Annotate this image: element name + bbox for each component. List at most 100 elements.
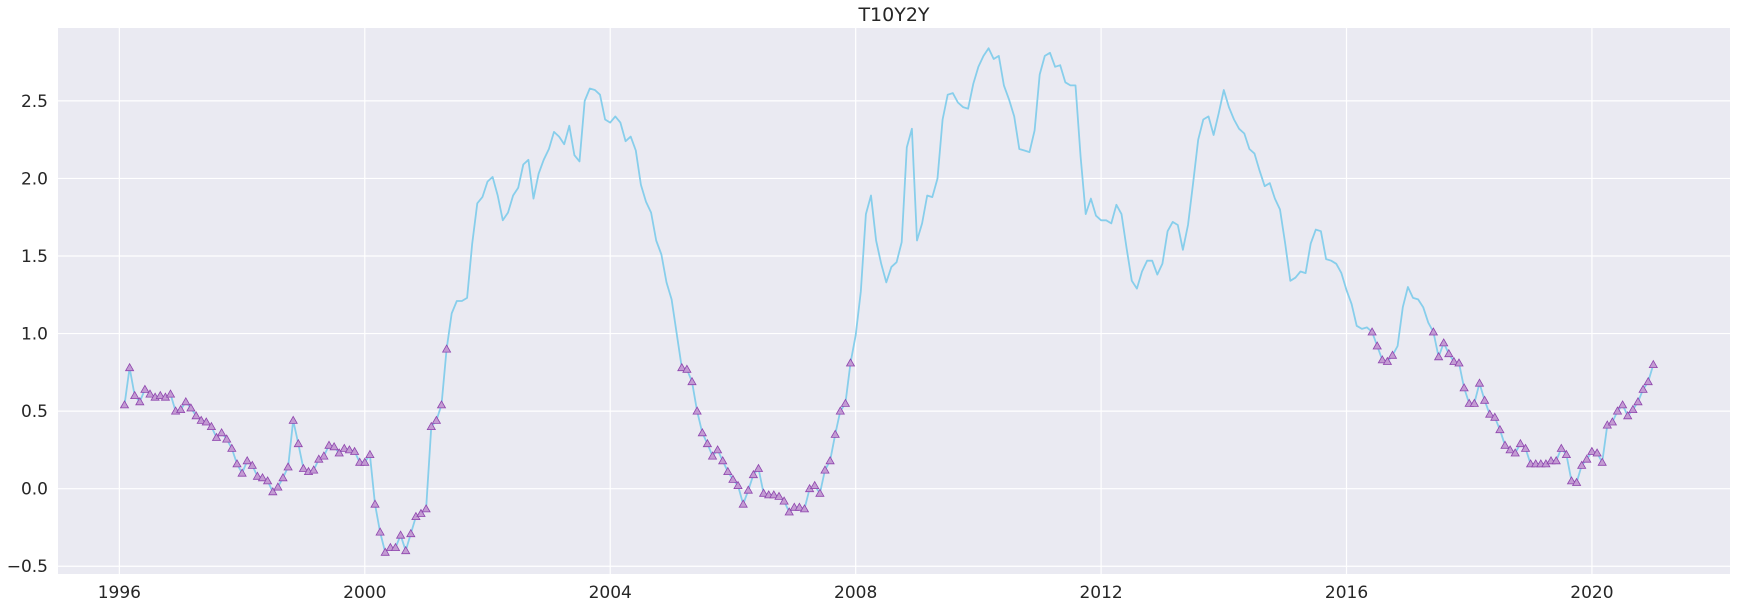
data-point-marker [1617, 400, 1628, 409]
data-point-marker [186, 403, 196, 412]
data-point-marker [360, 457, 370, 466]
data-point-marker [1459, 383, 1469, 392]
chart-title: T10Y2Y [857, 4, 929, 26]
data-point-marker [406, 528, 416, 538]
data-point-marker [365, 449, 375, 459]
y-tick-label: −0.5 [7, 557, 48, 577]
x-tick-label: 2004 [589, 583, 632, 603]
data-point-marker [769, 490, 779, 499]
x-tick-label: 2020 [1570, 583, 1613, 603]
data-point-marker [758, 488, 769, 497]
data-point-marker [1439, 338, 1449, 347]
data-point-marker [1648, 359, 1658, 369]
data-point-marker [1520, 443, 1531, 452]
data-point-marker [825, 455, 835, 465]
data-point-marker [1505, 445, 1515, 454]
data-point-marker [1500, 440, 1510, 449]
data-point-marker [728, 474, 738, 483]
data-point-marker [222, 434, 232, 443]
data-point-marker [840, 398, 851, 407]
data-point-marker [395, 530, 406, 539]
plot-background [58, 28, 1730, 574]
marker-group [119, 327, 1658, 556]
data-point-marker [718, 455, 728, 465]
data-point-marker [181, 396, 191, 406]
data-point-marker [1495, 424, 1505, 434]
y-tick-label: 2.5 [21, 92, 48, 112]
data-point-marker [324, 440, 334, 449]
data-point-marker [329, 441, 339, 451]
data-point-marker [119, 400, 130, 409]
data-point-marker [401, 545, 411, 555]
data-point-marker [1571, 477, 1582, 486]
data-point-marker [723, 466, 733, 476]
y-tick-label: 0.5 [21, 402, 48, 422]
data-point-marker [1592, 448, 1602, 457]
data-point-marker [733, 480, 743, 490]
data-point-marker [441, 344, 452, 353]
data-point-marker [298, 463, 309, 472]
data-point-marker [1633, 396, 1643, 406]
data-point-marker [830, 429, 840, 438]
series-line-group [123, 47, 1655, 554]
data-point-marker [227, 443, 237, 452]
data-point-marker [794, 502, 805, 511]
data-point-marker [319, 451, 329, 460]
y-tick-label: 1.5 [21, 247, 48, 267]
data-point-marker [242, 455, 252, 465]
data-point-marker [421, 504, 431, 513]
data-point-marker [1551, 455, 1561, 465]
data-point-marker [1582, 454, 1592, 463]
data-point-marker [130, 390, 140, 400]
data-point-marker [1377, 355, 1387, 364]
data-point-marker [135, 396, 145, 406]
data-point-marker [155, 390, 165, 400]
data-point-marker [390, 542, 401, 551]
data-point-marker [1444, 348, 1454, 358]
data-point-marker [344, 445, 355, 454]
data-point-marker [1577, 460, 1587, 469]
data-point-marker [1387, 350, 1398, 359]
data-point-marker [738, 499, 748, 508]
data-point-marker [799, 504, 810, 513]
data-point-marker [206, 421, 217, 431]
data-point-marker [380, 547, 390, 556]
data-point-marker [349, 446, 360, 455]
data-point-marker [293, 438, 303, 448]
data-point-marker [1433, 351, 1444, 361]
data-point-marker [262, 476, 273, 485]
data-point-marker [835, 406, 845, 415]
data-point-marker [1428, 327, 1439, 336]
data-point-marker [753, 463, 764, 472]
data-point-marker [1515, 438, 1526, 448]
x-tick-label: 2012 [1079, 583, 1122, 603]
data-point-marker [1623, 410, 1633, 420]
data-point-marker [165, 389, 176, 398]
data-point-marker [810, 480, 820, 490]
data-point-marker [1449, 356, 1459, 365]
y-tick-labels: −0.5 0.0 0.5 1.0 1.5 2.0 2.5 [7, 92, 48, 577]
data-point-marker [1485, 409, 1495, 418]
data-point-marker [375, 527, 385, 536]
data-point-marker [370, 499, 380, 508]
data-point-marker [124, 362, 135, 372]
data-point-marker [1490, 412, 1500, 421]
data-point-marker [774, 491, 784, 500]
data-point-marker [140, 384, 150, 393]
x-tick-label: 1996 [98, 583, 141, 603]
data-point-marker [252, 471, 263, 480]
data-point-marker [232, 459, 242, 468]
data-point-marker [1372, 341, 1382, 350]
data-point-marker [1612, 406, 1623, 415]
data-point-marker [273, 482, 283, 491]
data-point-marker [237, 468, 247, 477]
data-point-marker [257, 472, 268, 482]
x-tick-label: 2000 [343, 583, 386, 603]
data-point-marker [677, 362, 687, 372]
data-point-marker [436, 400, 447, 409]
data-point-marker [309, 465, 319, 474]
data-point-marker [1510, 448, 1520, 457]
data-point-marker [845, 358, 856, 367]
data-point-marker [247, 460, 257, 469]
